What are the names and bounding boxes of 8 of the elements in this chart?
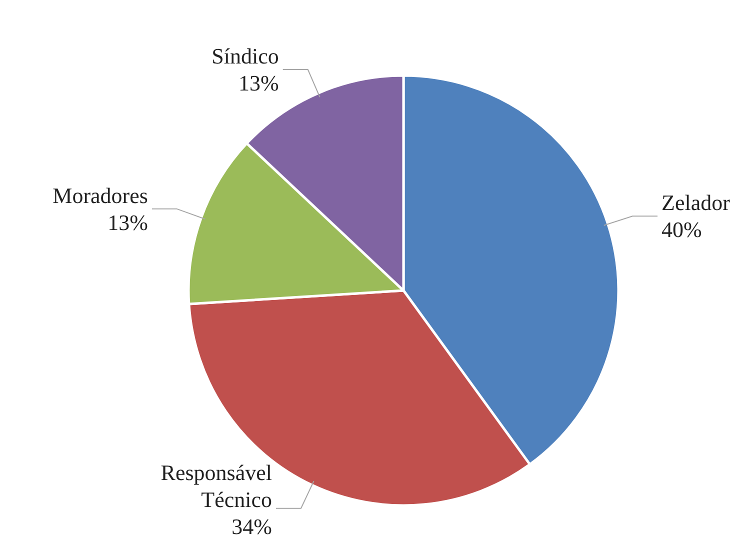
slice-label: Moradores: [52, 182, 148, 208]
data-label: 34%: [232, 514, 272, 539]
data-label: 13%: [238, 70, 279, 96]
slice-label: Zelador: [662, 190, 731, 216]
data-label: 13%: [108, 210, 148, 235]
data-label: 40%: [662, 217, 702, 242]
slice-label: Síndico: [212, 44, 279, 69]
slice-label: Responsável Técnico: [160, 460, 272, 512]
